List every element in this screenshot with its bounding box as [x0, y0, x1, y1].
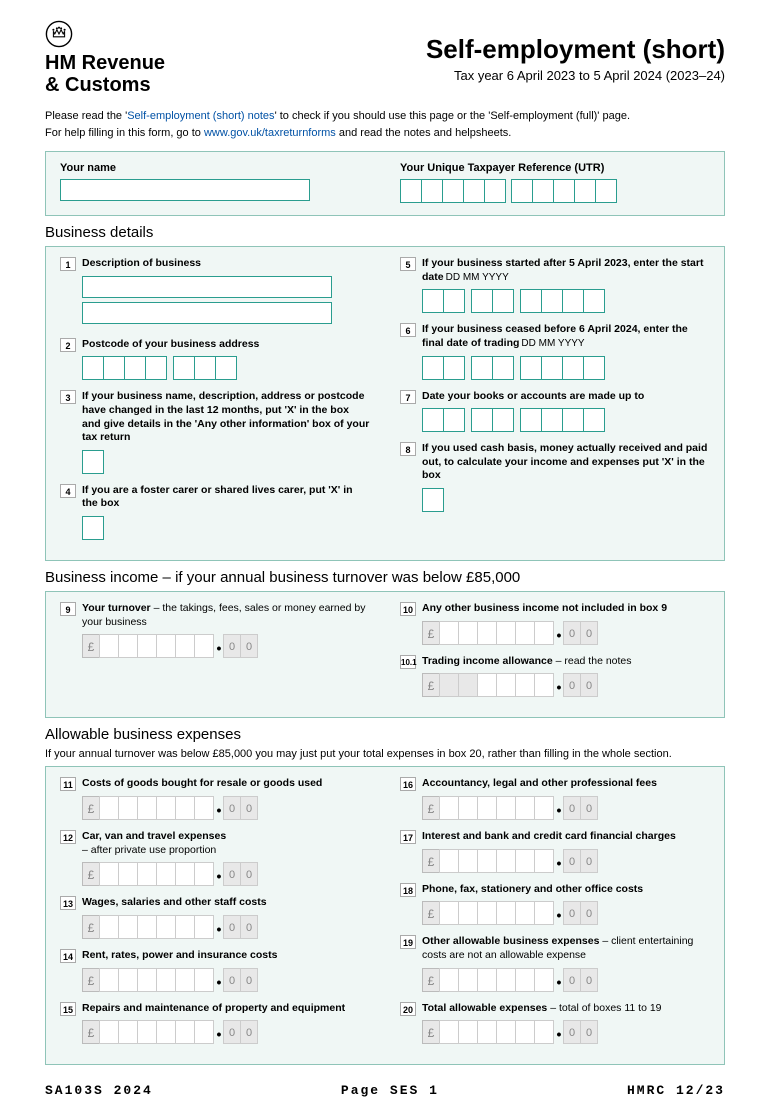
utr-input[interactable] [400, 179, 710, 203]
item-number: 7 [400, 390, 416, 404]
notes-link[interactable]: Self-employment (short) notes [127, 110, 274, 122]
footer-left: SA103S 2024 [45, 1083, 153, 1098]
business-details-heading: Business details [45, 224, 725, 241]
start-date-input[interactable] [422, 289, 710, 313]
name-input[interactable] [60, 179, 310, 201]
utr-label: Your Unique Taxpayer Reference (UTR) [400, 162, 710, 174]
expense-19-input[interactable]: £•00 [422, 968, 710, 992]
name-label: Your name [60, 162, 370, 174]
org-name-2: & Customs [45, 74, 165, 96]
item-number: 3 [60, 390, 76, 404]
foster-checkbox[interactable] [82, 516, 104, 540]
item-number: 2 [60, 338, 76, 352]
intro-text: Please read the 'Self-employment (short)… [45, 108, 725, 141]
tax-year: Tax year 6 April 2023 to 5 April 2024 (2… [426, 68, 725, 83]
expenses-sub: If your annual turnover was below £85,00… [45, 748, 725, 760]
cease-date-input[interactable] [422, 356, 710, 380]
item-number: 19 [400, 935, 416, 949]
postcode-input[interactable] [82, 356, 370, 380]
item-number: 11 [60, 777, 76, 791]
turnover-input[interactable]: £ • 00 [82, 634, 370, 658]
item-number: 15 [60, 1002, 76, 1016]
description-input-1[interactable] [82, 276, 332, 298]
expense-11-input[interactable]: £•00 [82, 796, 370, 820]
crown-icon [45, 20, 73, 48]
item-number: 18 [400, 883, 416, 897]
expense-16-input[interactable]: £•00 [422, 796, 710, 820]
cash-basis-checkbox[interactable] [422, 488, 444, 512]
expense-18-input[interactable]: £•00 [422, 901, 710, 925]
business-income-section: 9 Your turnover – the takings, fees, sal… [45, 591, 725, 718]
identity-section: Your name Your Unique Taxpayer Reference… [45, 151, 725, 216]
expense-17-input[interactable]: £•00 [422, 849, 710, 873]
other-income-input[interactable]: £ • 00 [422, 621, 710, 645]
footer-right: HMRC 12/23 [627, 1083, 725, 1098]
expenses-heading: Allowable business expenses [45, 726, 725, 743]
form-title: Self-employment (short) [426, 34, 725, 65]
accounts-date-input[interactable] [422, 408, 710, 432]
item-number: 14 [60, 949, 76, 963]
trading-allowance-input[interactable]: £ • 00 [422, 673, 710, 697]
description-input-2[interactable] [82, 302, 332, 324]
org-name-1: HM Revenue [45, 52, 165, 74]
item-number: 10.1 [400, 655, 416, 669]
expenses-section: 11 Costs of goods bought for resale or g… [45, 766, 725, 1065]
title-block: Self-employment (short) Tax year 6 April… [426, 34, 725, 83]
item-number: 8 [400, 442, 416, 456]
expense-13-input[interactable]: £•00 [82, 915, 370, 939]
item-number: 6 [400, 323, 416, 337]
item-number: 9 [60, 602, 76, 616]
expense-14-input[interactable]: £•00 [82, 968, 370, 992]
changed-checkbox[interactable] [82, 450, 104, 474]
help-link[interactable]: www.gov.uk/taxreturnforms [204, 127, 336, 139]
business-details-section: 1 Description of business 2 Postcode of … [45, 246, 725, 561]
item-number: 10 [400, 602, 416, 616]
item-number: 13 [60, 896, 76, 910]
footer-center: Page SES 1 [341, 1083, 439, 1098]
item-number: 20 [400, 1002, 416, 1016]
expense-12-input[interactable]: £•00 [82, 862, 370, 886]
business-income-heading: Business income – if your annual busines… [45, 569, 725, 586]
item-number: 16 [400, 777, 416, 791]
hmrc-logo: HM Revenue & Customs [45, 20, 165, 96]
page-footer: SA103S 2024 Page SES 1 HMRC 12/23 [45, 1083, 725, 1098]
item-number: 4 [60, 484, 76, 498]
item-number: 1 [60, 257, 76, 271]
item-number: 17 [400, 830, 416, 844]
form-header: HM Revenue & Customs Self-employment (sh… [45, 20, 725, 96]
item-number: 5 [400, 257, 416, 271]
item-number: 12 [60, 830, 76, 844]
